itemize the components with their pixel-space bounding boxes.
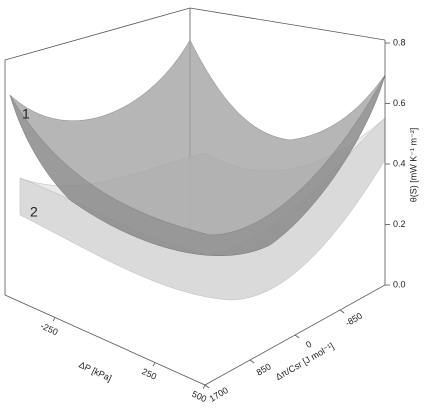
y-tick [339, 309, 345, 314]
y-tick-label: 1700 [208, 385, 230, 404]
y-tick-label: -850 [343, 311, 364, 329]
z-tick-label: 0.4 [393, 158, 406, 168]
x-tick [202, 384, 206, 389]
y-tick-label: 850 [255, 361, 273, 377]
z-axis-label: θ(S) [mW K⁻¹ m⁻²] [408, 128, 418, 203]
surface-1-back [9, 39, 386, 236]
z-tick-label: 0.2 [393, 219, 406, 229]
x-axis-label: ΔP [kPa] [77, 360, 113, 384]
z-tick-label: 0.6 [393, 98, 406, 108]
x-tick-label: 500 [190, 389, 208, 404]
x-tick-label: 250 [140, 366, 158, 381]
surface-label: 2 [30, 204, 38, 220]
x-tick [52, 317, 56, 322]
z-tick-label: 0.0 [393, 279, 406, 289]
y-tick [294, 334, 300, 339]
x-tick [152, 362, 156, 367]
y-axis-label: Δπ/Csr [J mol⁻¹] [274, 341, 336, 382]
y-tick [249, 359, 255, 364]
x-tick-label: -250 [39, 321, 60, 338]
surface-label: 1 [22, 106, 30, 122]
y-tick-label: 0 [304, 339, 313, 350]
z-tick-label: 0.8 [393, 37, 406, 47]
y-tick [204, 384, 210, 389]
box-edge [4, 284, 386, 386]
